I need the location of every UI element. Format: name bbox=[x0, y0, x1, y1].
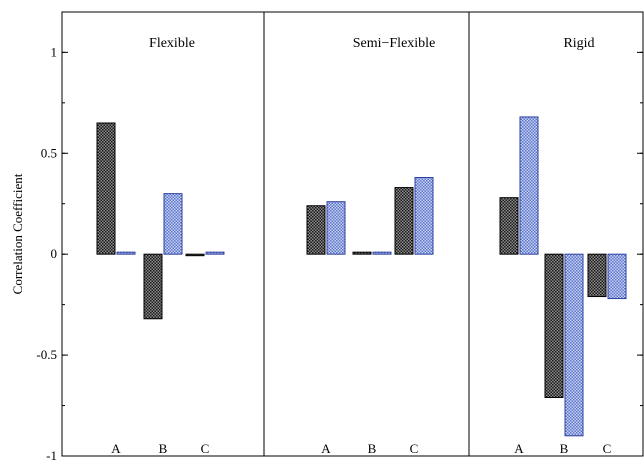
bar-rigid-a-series-1 bbox=[499, 197, 519, 255]
category-label: B bbox=[560, 441, 569, 456]
y-tick-label: -0.5 bbox=[36, 347, 57, 362]
bar-rigid-a-series-2 bbox=[519, 116, 539, 255]
bar-flexible-a-series-2 bbox=[116, 251, 136, 255]
category-label: A bbox=[514, 441, 524, 456]
bar-flexible-a-series-1 bbox=[96, 122, 116, 255]
panel-title: Rigid bbox=[563, 36, 594, 51]
y-tick-label: -1 bbox=[46, 448, 57, 462]
bar-semi-flexible-a-series-2 bbox=[326, 201, 346, 255]
bar-semi-flexible-b-series-1 bbox=[352, 251, 372, 255]
category-label: A bbox=[321, 441, 331, 456]
bar-semi-flexible-c-series-2 bbox=[414, 176, 434, 255]
bar-semi-flexible-a-series-1 bbox=[306, 205, 326, 255]
category-label: C bbox=[410, 441, 419, 456]
y-tick-label: 0 bbox=[51, 246, 58, 261]
panel-title: Flexible bbox=[149, 36, 195, 51]
bar-rigid-c-series-1 bbox=[587, 253, 607, 298]
panel-title: Semi−Flexible bbox=[353, 36, 436, 51]
bar-flexible-c-series-2 bbox=[205, 251, 225, 255]
category-label: C bbox=[603, 441, 612, 456]
category-label: C bbox=[201, 441, 210, 456]
category-label: B bbox=[368, 441, 377, 456]
category-label: A bbox=[111, 441, 121, 456]
category-label: B bbox=[159, 441, 168, 456]
bar-rigid-b-series-2 bbox=[564, 253, 584, 437]
bar-flexible-c-series-1 bbox=[185, 253, 205, 257]
bar-rigid-c-series-2 bbox=[607, 253, 627, 300]
bar-flexible-b-series-2 bbox=[163, 193, 183, 255]
y-tick-label: 0.5 bbox=[41, 145, 57, 160]
bar-flexible-b-series-1 bbox=[143, 253, 163, 320]
bar-rigid-b-series-1 bbox=[544, 253, 564, 398]
plot-frame bbox=[61, 11, 644, 457]
y-axis-title: Correlation Coefficient bbox=[10, 173, 25, 294]
bar-semi-flexible-c-series-1 bbox=[394, 187, 414, 255]
bar-semi-flexible-b-series-2 bbox=[372, 251, 392, 255]
y-tick-label: 1 bbox=[51, 44, 58, 59]
